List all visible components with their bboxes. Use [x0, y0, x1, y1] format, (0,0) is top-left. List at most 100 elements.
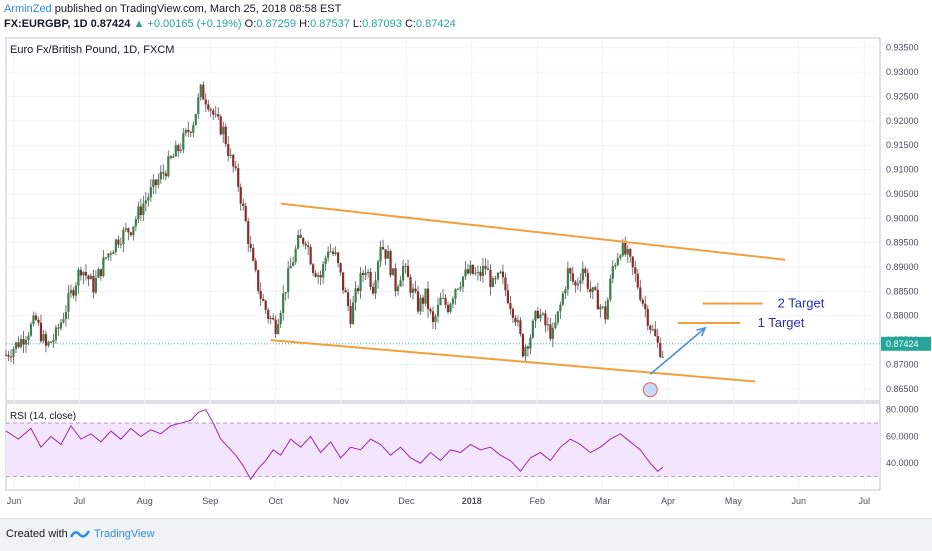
y-tick-label: 0.89500 [886, 238, 919, 248]
candle-body [154, 179, 157, 186]
candle-body [139, 206, 142, 216]
candle-body [421, 297, 425, 304]
candle-body [94, 277, 97, 293]
candle-body [179, 149, 182, 151]
candle-body [237, 168, 240, 187]
candle-body [144, 200, 147, 204]
tradingview-brand-link[interactable]: TradingView [94, 528, 155, 540]
candle-body [172, 156, 175, 158]
candle-body [222, 126, 225, 135]
grid [5, 37, 881, 491]
candle-body [431, 311, 435, 323]
candle-body [611, 266, 614, 279]
candle-body [389, 250, 392, 276]
candle-body [546, 324, 549, 326]
x-tick-label: Jul [858, 496, 870, 506]
candle-body [182, 133, 185, 150]
target-annotation: 2 Target [778, 296, 825, 311]
candle-body [416, 291, 420, 312]
open-label: O: [244, 18, 257, 30]
candle-body [204, 99, 207, 105]
candle-body [614, 265, 617, 267]
candle-body [159, 172, 162, 180]
candle-body [574, 281, 577, 286]
candle-body [586, 273, 589, 289]
candle-body [396, 286, 400, 292]
candle-body [74, 285, 78, 296]
candle-body [114, 239, 117, 252]
candle-body [506, 290, 510, 304]
candle-body [32, 315, 35, 325]
candle-body [57, 327, 60, 329]
candle-body [207, 104, 210, 110]
y-tick-label: 0.88500 [886, 286, 919, 296]
x-tick-label: Apr [661, 496, 675, 506]
candle-body [209, 109, 212, 111]
candle-body [212, 110, 215, 115]
candle-body [262, 298, 265, 301]
candle-body [72, 290, 75, 296]
author-link[interactable]: ArminZed [4, 3, 52, 15]
candle-body [102, 257, 105, 277]
candle-body [189, 131, 192, 133]
candle-body [67, 293, 70, 312]
candle-body [639, 287, 642, 300]
y-tick-label: 0.92000 [886, 116, 919, 126]
last-price-label: 0.87424 [886, 339, 919, 349]
candle-body [334, 252, 337, 255]
candle-body [356, 288, 360, 292]
y-tick-label: 0.91000 [886, 165, 919, 175]
candle-body [42, 334, 45, 342]
candle-body [426, 288, 430, 310]
candle-body [279, 313, 282, 325]
candle-body [509, 303, 512, 309]
candle-body [12, 348, 15, 358]
candle-body [84, 271, 88, 276]
candle-body [496, 272, 500, 279]
candle-body [581, 268, 584, 281]
candle-body [406, 265, 410, 278]
y-tick-label: 0.87000 [886, 359, 919, 369]
rsi-pane [5, 409, 880, 481]
candle-body [49, 341, 53, 343]
y-tick-label: 0.90000 [886, 213, 919, 223]
candle-body [534, 310, 537, 321]
close-label: C: [404, 18, 416, 30]
rsi-line [5, 409, 664, 481]
candle-body [77, 269, 80, 286]
candle-body [369, 271, 372, 287]
candle-body [484, 265, 487, 269]
last-price: 0.87424 [90, 18, 131, 30]
candle-body [459, 286, 462, 289]
candle-body [317, 274, 320, 277]
candle-body [464, 269, 467, 277]
candle-body [469, 264, 472, 274]
target-annotation: 1 Target [758, 315, 805, 330]
candle-body [604, 306, 607, 320]
candle-body [409, 277, 412, 293]
candle-body [486, 268, 490, 270]
candle-body [252, 248, 255, 261]
candle-body [399, 280, 402, 287]
candle-body [364, 272, 367, 275]
candle-body [419, 297, 422, 312]
candle-body [97, 269, 100, 278]
x-tick-label: Dec [398, 496, 415, 506]
candle-body [129, 232, 132, 236]
x-tick-label: Jul [74, 496, 86, 506]
candle-body [234, 166, 237, 169]
candle-body [561, 293, 564, 305]
candle-body [309, 246, 312, 265]
price-pane-frame [5, 37, 881, 402]
candle-body [441, 297, 445, 299]
chart-title: Euro Fx/British Pound, 1D, FXCM [10, 44, 174, 56]
candle-body [29, 324, 33, 336]
candle-body [349, 306, 352, 324]
candle-body [87, 275, 90, 280]
candle-body [79, 269, 83, 276]
candle-body [371, 286, 375, 294]
candle-body [342, 272, 345, 291]
candle-body [117, 239, 120, 245]
candle-body [474, 272, 477, 274]
